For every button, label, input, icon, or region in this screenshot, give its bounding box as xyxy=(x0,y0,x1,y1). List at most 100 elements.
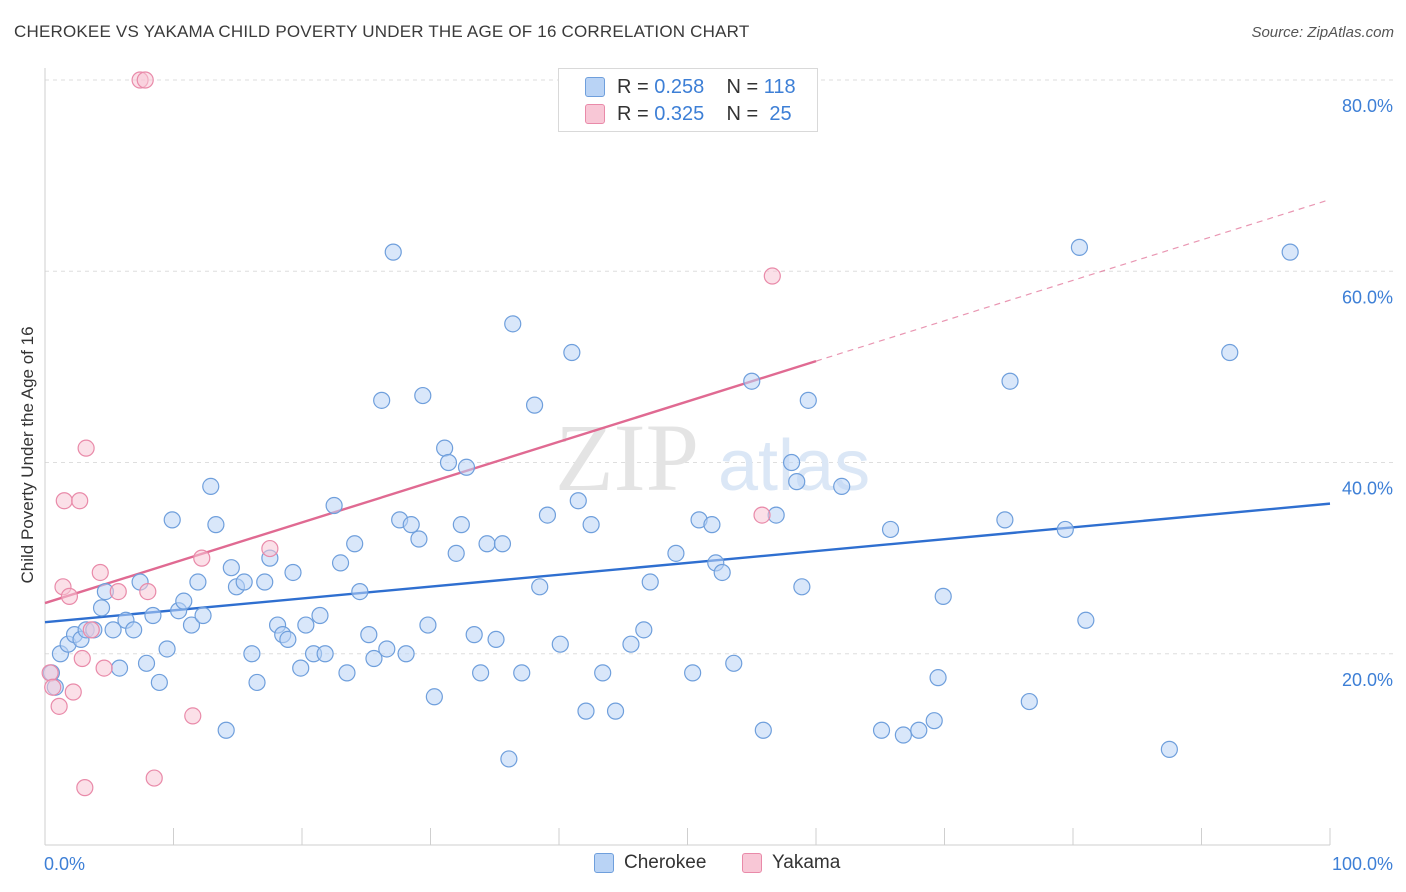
cherokee-point xyxy=(365,649,383,668)
n-value: 118 xyxy=(763,75,796,98)
legend-row-cherokee: R = 0.258 N = 118 xyxy=(585,75,796,99)
cherokee-point xyxy=(360,626,378,644)
cherokee-point xyxy=(202,477,220,496)
cherokee-point xyxy=(487,630,505,649)
yakama-point xyxy=(145,769,163,787)
yakama-point xyxy=(76,779,94,797)
cherokee-point xyxy=(325,496,343,515)
yakama-point xyxy=(261,539,279,558)
cherokee-point xyxy=(472,664,490,682)
cherokee-point xyxy=(782,453,801,472)
n-value: 25 xyxy=(763,102,792,125)
cherokee-point xyxy=(110,659,129,677)
legend-label-cherokee: Cherokee xyxy=(624,852,707,873)
series-legend: Cherokee Yakama xyxy=(0,852,1406,876)
cherokee-point xyxy=(934,587,952,605)
chart-title: CHEROKEE VS YAKAMA CHILD POVERTY UNDER T… xyxy=(14,22,750,41)
yakama-point xyxy=(77,439,95,457)
cherokee-point xyxy=(175,592,193,610)
watermark: ZIP atlas xyxy=(555,404,870,511)
x-tick-label: 0.0% xyxy=(44,854,85,874)
yakama-point xyxy=(82,621,100,639)
cherokee-point xyxy=(378,640,396,658)
cherokee-point xyxy=(316,645,334,663)
cherokee-point xyxy=(493,535,512,553)
cherokee-point xyxy=(538,506,557,524)
n-label: N = xyxy=(726,75,759,98)
y-tick-label: 20.0% xyxy=(1342,670,1393,690)
yakama-point xyxy=(91,563,109,582)
cherokee-point xyxy=(284,563,302,582)
legend-row-yakama: R = 0.325 N = 25 xyxy=(585,102,792,126)
yakama-point xyxy=(753,506,771,524)
cherokee-point xyxy=(569,492,587,510)
correlation-legend: R = 0.258 N = 118 R = 0.325 N = 25 xyxy=(558,68,818,132)
cherokee-point xyxy=(500,750,518,768)
cherokee-point xyxy=(754,721,772,739)
cherokee-point xyxy=(457,458,476,476)
yakama-point xyxy=(184,707,202,725)
cherokee-point xyxy=(351,582,369,601)
yakama-point xyxy=(41,664,59,682)
r-label: R = xyxy=(617,102,649,125)
cherokee-point xyxy=(1056,520,1074,539)
cherokee-point xyxy=(331,554,350,572)
yakama-point xyxy=(55,492,73,510)
cherokee-point xyxy=(894,726,912,744)
cherokee-point xyxy=(622,635,640,653)
cherokee-point xyxy=(338,664,356,682)
cherokee-point xyxy=(996,511,1014,529)
axes xyxy=(44,68,1331,846)
cherokee-point xyxy=(439,453,458,472)
n-label: N = xyxy=(726,102,759,125)
cherokee-point xyxy=(641,573,659,591)
cherokee-point xyxy=(217,721,235,739)
cherokee-point xyxy=(292,659,310,677)
r-value: 0.258 xyxy=(654,75,705,98)
tick-labels: 20.0% 40.0% 60.0% 80.0% 0.0% 100.0% xyxy=(44,96,1393,874)
cherokee-point xyxy=(725,654,743,672)
cherokee-point xyxy=(189,573,207,591)
cherokee-point xyxy=(150,673,168,692)
cherokee-point xyxy=(402,516,420,534)
cherokee-point xyxy=(1070,238,1089,256)
cherokee-point xyxy=(788,473,806,491)
cherokee-point xyxy=(925,712,943,730)
legend-item-cherokee: Cherokee xyxy=(594,852,706,874)
cherokee-point xyxy=(243,645,261,663)
legend-item-yakama: Yakama xyxy=(742,852,840,874)
cherokee-point xyxy=(1281,243,1299,261)
yakama-point xyxy=(44,678,62,696)
yakama-point xyxy=(64,683,82,701)
cherokee-trend-line xyxy=(44,502,1331,624)
cherokee-point xyxy=(311,606,329,625)
cherokee-point xyxy=(1160,740,1178,758)
cherokee-point xyxy=(478,535,496,553)
r-label: R = xyxy=(617,75,649,98)
yakama-point xyxy=(50,697,68,715)
yakama-swatch xyxy=(742,853,762,873)
data-points xyxy=(41,71,1299,797)
cherokee-point xyxy=(346,535,364,553)
cherokee-point xyxy=(594,664,612,682)
cherokee-point xyxy=(531,578,549,596)
cherokee-point xyxy=(577,702,595,720)
cherokee-point xyxy=(144,606,162,625)
cherokee-swatch xyxy=(594,853,614,873)
cherokee-point xyxy=(297,616,315,634)
x-tick-label: 100.0% xyxy=(1332,854,1393,874)
cherokee-point xyxy=(222,559,240,577)
cherokee-point xyxy=(436,439,454,457)
y-tick-label: 40.0% xyxy=(1342,479,1393,499)
cherokee-point xyxy=(799,391,817,409)
yakama-point xyxy=(71,492,89,510)
cherokee-point xyxy=(465,626,483,644)
yakama-trend-extension xyxy=(815,198,1331,362)
cherokee-point xyxy=(703,516,721,534)
cherokee-point xyxy=(551,635,569,653)
cherokee-point xyxy=(373,391,391,409)
cherokee-point xyxy=(125,621,143,639)
cherokee-point xyxy=(635,621,653,639)
cherokee-point xyxy=(1077,611,1095,629)
